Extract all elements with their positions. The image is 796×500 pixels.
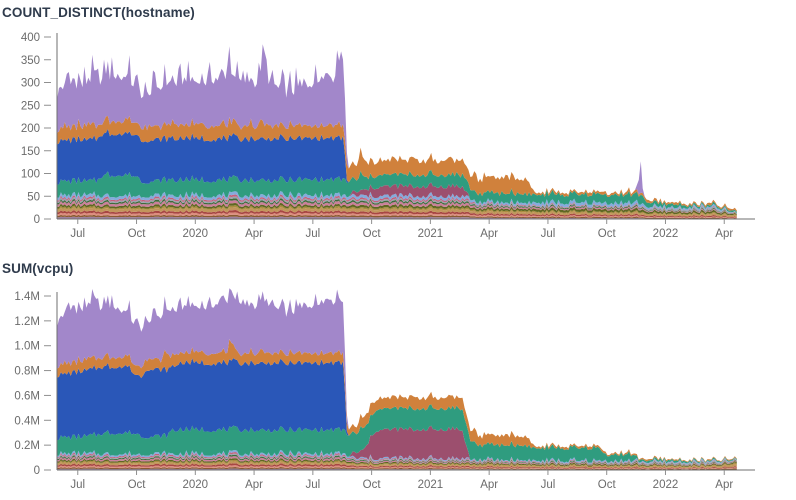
area-olive[interactable] xyxy=(57,458,737,467)
x-tick-label: 2021 xyxy=(418,479,444,491)
y-tick-label: 50 xyxy=(27,191,40,203)
area-mauve[interactable] xyxy=(57,216,737,219)
x-tick-label: 2020 xyxy=(183,479,209,491)
area-purple[interactable] xyxy=(57,44,737,211)
chart-hostname: COUNT_DISTINCT(hostname) 0 50 100 150 200 250… xyxy=(0,0,796,250)
area-brown[interactable] xyxy=(57,214,737,219)
area-salmon[interactable] xyxy=(57,465,737,470)
x-tick-label: 2020 xyxy=(183,228,209,240)
area-salmon[interactable] xyxy=(57,212,737,219)
area-brown[interactable] xyxy=(57,467,737,470)
area-purple[interactable] xyxy=(57,288,737,462)
x-tick-label: Apr xyxy=(480,228,498,240)
chart-hostname-title: COUNT_DISTINCT(hostname) xyxy=(2,5,195,20)
y-tick-label: 1.0M xyxy=(14,341,40,353)
chart-vcpu: SUM(vcpu) 0 0.2M 0.4M 0.6M 0.8M 1.0M 1.2M 1.4M J… xyxy=(0,250,796,500)
x-tick-label: Oct xyxy=(598,228,617,240)
x-tick-label: Apr xyxy=(715,228,733,240)
chart-vcpu-plot[interactable]: 0 0.2M 0.4M 0.6M 0.8M 1.0M 1.2M 1.4M Jul Oct 2020 A… xyxy=(0,250,796,500)
area-maroon[interactable] xyxy=(57,182,737,214)
area-tan[interactable] xyxy=(57,207,737,218)
x-tick-label: Oct xyxy=(128,228,147,240)
area-olive[interactable] xyxy=(57,202,737,216)
y-tick-label: 100 xyxy=(21,169,40,181)
x-tick-label: Jul xyxy=(541,479,556,491)
area-maroon[interactable] xyxy=(57,425,737,464)
area-red[interactable] xyxy=(57,210,737,218)
area-gold[interactable] xyxy=(57,459,737,468)
x-tick-label: Oct xyxy=(598,479,617,491)
y-tick-label: 0.4M xyxy=(14,415,40,427)
x-tick-label: 2021 xyxy=(418,228,444,240)
y-tick-label: 1.2M xyxy=(14,316,40,328)
area-blue[interactable] xyxy=(57,129,737,212)
x-tick-label: Apr xyxy=(245,228,263,240)
x-tick-label: Jul xyxy=(70,228,85,240)
y-tick-label: 0 xyxy=(34,465,40,477)
area-teal[interactable] xyxy=(57,404,737,464)
x-tick-label: Jul xyxy=(541,228,556,240)
x-tick-label: Apr xyxy=(715,479,733,491)
x-tick-label: Jul xyxy=(70,479,85,491)
y-tick-label: 0 xyxy=(34,214,40,226)
y-tick-label: 150 xyxy=(21,146,40,158)
y-tick-label: 0.2M xyxy=(14,440,40,452)
area-tan[interactable] xyxy=(57,461,737,469)
y-tick-label: 200 xyxy=(21,123,40,135)
area-gold[interactable] xyxy=(57,205,737,216)
chart-vcpu-title: SUM(vcpu) xyxy=(2,261,74,276)
x-tick-label: 2022 xyxy=(653,228,679,240)
x-tick-label: 2022 xyxy=(653,479,679,491)
chart-hostname-plot[interactable]: 0 50 100 150 200 250 300 350 400 Jul Oct 2020 Apr Jul… xyxy=(0,0,796,250)
area-red[interactable] xyxy=(57,463,737,469)
x-tick-label: Apr xyxy=(480,479,498,491)
area-teal[interactable] xyxy=(57,170,737,214)
area-orange[interactable] xyxy=(57,115,737,212)
area-pink[interactable] xyxy=(57,456,737,467)
y-tick-label: 350 xyxy=(21,55,40,67)
y-tick-label: 0.8M xyxy=(14,366,40,378)
x-tick-label: Apr xyxy=(245,479,263,491)
area-orange[interactable] xyxy=(57,339,737,463)
area-blue[interactable] xyxy=(57,358,737,463)
y-tick-label: 300 xyxy=(21,78,40,90)
x-tick-label: Jul xyxy=(305,479,320,491)
x-tick-label: Jul xyxy=(305,228,320,240)
y-tick-label: 250 xyxy=(21,100,40,112)
y-tick-label: 400 xyxy=(21,32,40,44)
x-tick-label: Oct xyxy=(363,479,382,491)
y-tick-label: 0.6M xyxy=(14,390,40,402)
x-tick-label: Oct xyxy=(128,479,147,491)
x-tick-label: Oct xyxy=(363,228,382,240)
y-tick-label: 1.4M xyxy=(14,291,40,303)
